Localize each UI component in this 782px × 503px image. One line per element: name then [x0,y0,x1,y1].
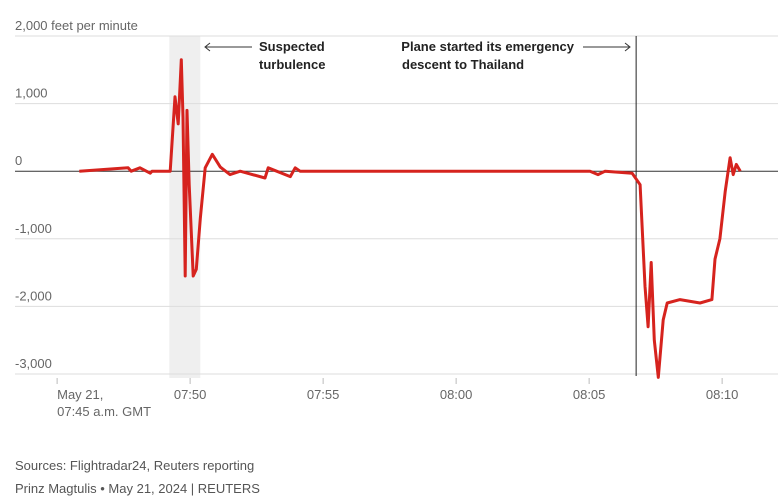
y-tick-label: -2,000 [15,288,52,303]
x-tick-label: 07:50 [174,387,207,402]
annotation-arrow-head [204,42,211,52]
data-line [79,58,742,379]
sources: Sources: Flightradar24, Reuters reportin… [15,458,254,473]
x-tick-label: 07:45 a.m. GMT [57,404,151,419]
annotation: Plane started its emergency [401,39,574,54]
x-tick-label: 08:05 [573,387,606,402]
annotation: turbulence [259,57,325,72]
y-tick-label: 0 [15,153,22,168]
x-tick-label: 08:00 [440,387,473,402]
x-tick-label: 07:55 [307,387,340,402]
x-tick-label: 08:10 [706,387,739,402]
annotation: Suspected [259,39,325,54]
y-tick-label: -1,000 [15,221,52,236]
y-tick-label: 2,000 feet per minute [15,18,138,33]
y-tick-label: 1,000 [15,86,48,101]
annotation: descent to Thailand [402,57,524,72]
x-tick-label: May 21, [57,387,103,402]
byline: Prinz Magtulis • May 21, 2024 | REUTERS [15,481,260,496]
y-tick-label: -3,000 [15,356,52,371]
annotation-arrow-head [624,42,631,52]
